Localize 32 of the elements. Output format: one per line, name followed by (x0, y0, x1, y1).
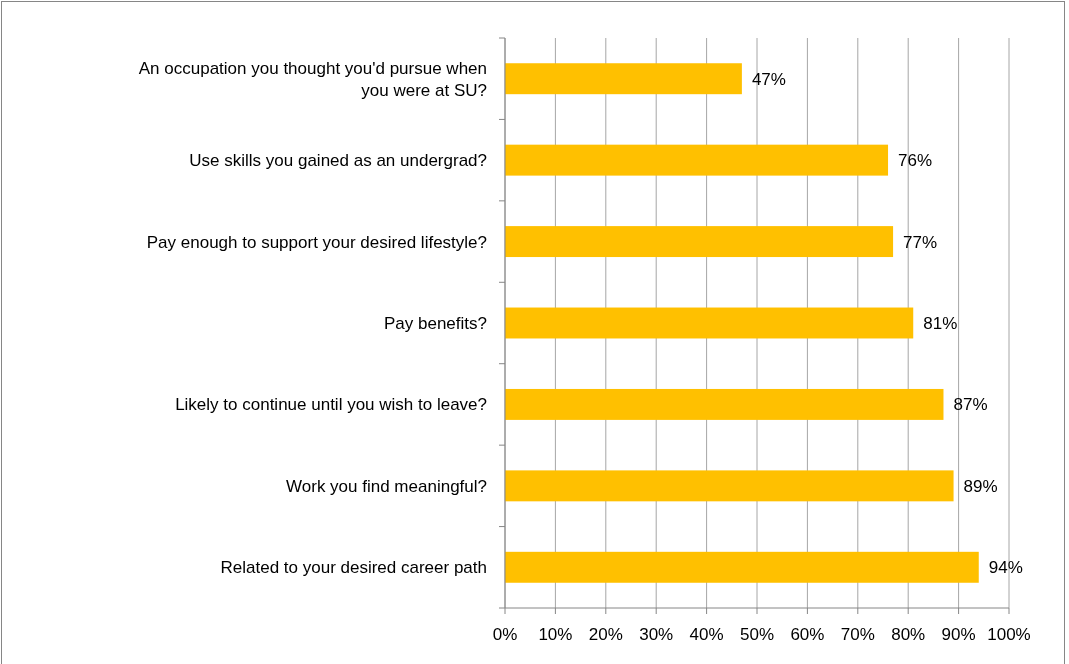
x-tick-label: 20% (588, 625, 623, 644)
bar (505, 307, 914, 339)
x-tick-label: 0% (492, 625, 518, 644)
bar (505, 226, 894, 258)
x-tick-label: 100% (987, 625, 1031, 644)
bar (505, 63, 742, 95)
data-label: 81% (923, 313, 958, 333)
bar (505, 144, 889, 176)
y-tick-label: Likely to continue until you wish to leave? (175, 395, 487, 415)
data-label: 94% (988, 558, 1023, 578)
x-tick-label: 70% (840, 625, 875, 644)
bar (505, 470, 954, 502)
y-tick-label: Use skills you gained as an undergrad? (189, 151, 487, 171)
data-label: 76% (898, 151, 933, 171)
bar (505, 551, 979, 583)
x-tick-label: 50% (739, 625, 775, 644)
data-label: 47% (751, 69, 786, 89)
x-tick-label: 10% (538, 625, 573, 644)
y-tick-label: Pay enough to support your desired lifestyle? (146, 232, 487, 252)
data-label: 87% (953, 395, 988, 415)
bar (505, 388, 944, 420)
x-tick-label: 40% (689, 625, 724, 644)
data-label: 77% (903, 232, 938, 252)
x-tick-label: 60% (790, 625, 825, 644)
y-tick-label: Pay benefits? (383, 313, 487, 333)
y-tick-label: Related to your desired career path (220, 558, 487, 578)
x-tick-label: 30% (639, 625, 674, 644)
y-tick-label: Work you find meaningful? (286, 476, 487, 496)
data-label: 89% (963, 476, 998, 496)
y-tick-label: An occupation you thought you'd pursue when you were at SU? (138, 58, 487, 100)
x-tick-label: 80% (891, 625, 926, 644)
x-tick-label: 90% (941, 625, 976, 644)
